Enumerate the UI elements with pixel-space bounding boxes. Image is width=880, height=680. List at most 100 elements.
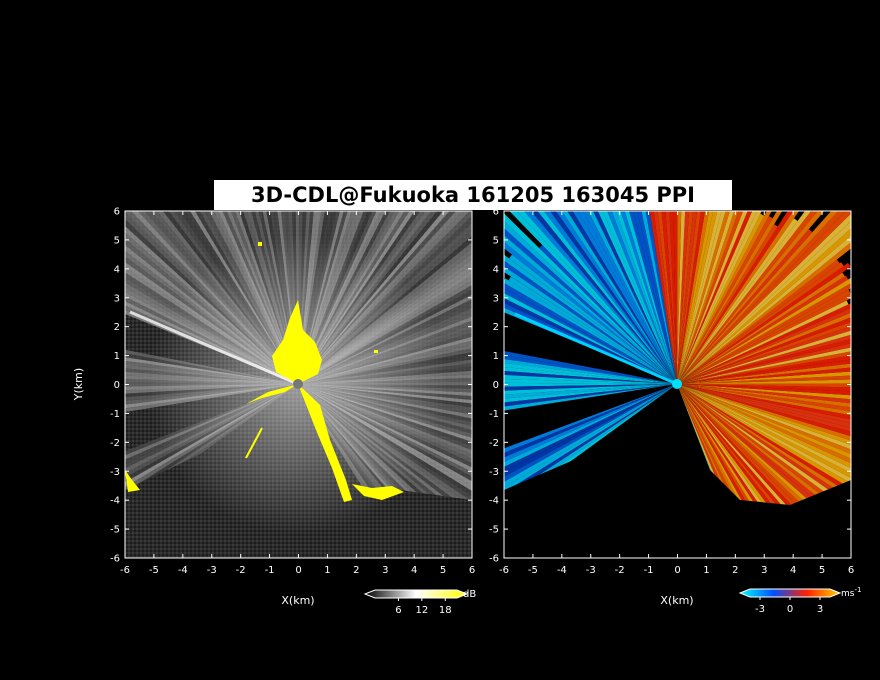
velocity-ray bbox=[677, 211, 851, 384]
velocity-unit-exp: -1 bbox=[854, 586, 861, 594]
reflectivity-panel: -6 -5 -4 -3 -2 -1 0 1 2 3 4 5 6 -6 -5 -4 -3 -2 -1 0 1 2 3 4 5 6 X… bbox=[72, 207, 475, 608]
y-tick-label: 0 bbox=[114, 380, 120, 391]
velocity-ray bbox=[504, 367, 677, 384]
velocity-ray bbox=[677, 384, 851, 512]
x-tick-label: 0 bbox=[674, 565, 680, 576]
velocity-ray bbox=[677, 300, 849, 384]
colorbar-tick-label: 12 bbox=[415, 605, 428, 616]
velocity-ray bbox=[633, 211, 677, 384]
velocity-ray bbox=[504, 382, 677, 387]
velocity-ray bbox=[677, 211, 846, 384]
y-tick-label: 6 bbox=[114, 207, 120, 218]
velocity-unit-base: ms bbox=[841, 589, 855, 599]
echo-blob-west bbox=[125, 470, 140, 492]
reflectivity-field bbox=[125, 211, 472, 558]
velocity-ray bbox=[504, 384, 677, 482]
echo-blob-southeast bbox=[352, 484, 404, 500]
velocity-ray bbox=[504, 384, 677, 453]
velocity-ray bbox=[677, 384, 851, 445]
velocity-ray bbox=[677, 384, 808, 558]
velocity-ray bbox=[677, 384, 851, 469]
colorbar-tick-label: 3 bbox=[817, 604, 823, 615]
velocity-ray bbox=[677, 211, 710, 384]
velocity-ray bbox=[616, 211, 677, 384]
velocity-ray bbox=[597, 211, 677, 384]
velocity-ray bbox=[504, 213, 677, 384]
velocity-ray bbox=[537, 211, 677, 384]
velocity-ray bbox=[577, 211, 677, 384]
y-tick-label: -5 bbox=[110, 525, 120, 536]
y-tick-label: -3 bbox=[489, 467, 499, 478]
velocity-ray bbox=[649, 211, 677, 384]
velocity-ray bbox=[504, 363, 677, 384]
x-tick-label: -5 bbox=[149, 565, 159, 576]
velocity-ray bbox=[677, 384, 851, 464]
velocity-ray bbox=[677, 384, 851, 428]
y-tick-label: -4 bbox=[110, 496, 120, 507]
reflectivity-ray bbox=[298, 211, 426, 384]
velocity-ray bbox=[677, 262, 844, 384]
y-tick-label: 3 bbox=[493, 293, 499, 304]
velocity-ray bbox=[677, 211, 706, 384]
velocity-ray bbox=[504, 220, 677, 384]
velocity-ray bbox=[677, 211, 783, 384]
velocity-ray bbox=[504, 293, 677, 384]
chart-title-text: 3D-CDL@Fukuoka 161205 163045 PPI EL=00.0 bbox=[251, 183, 695, 242]
reflectivity-ray bbox=[125, 232, 298, 384]
x-tick-label: 0 bbox=[295, 565, 301, 576]
x-tick-label: -2 bbox=[615, 565, 625, 576]
velocity-ray bbox=[677, 211, 718, 384]
velocity-ray bbox=[677, 375, 851, 384]
x-tick-label: 2 bbox=[353, 565, 359, 576]
y-tick-label: 1 bbox=[114, 351, 120, 362]
velocity-ray bbox=[677, 211, 739, 384]
velocity-ray bbox=[677, 384, 790, 558]
velocity-ray bbox=[677, 289, 851, 384]
y-tick-label: 2 bbox=[493, 322, 499, 333]
x-tick-label: -3 bbox=[207, 565, 217, 576]
velocity-ray bbox=[677, 384, 851, 506]
y-tick-label: -4 bbox=[489, 496, 499, 507]
y-tick-label: -1 bbox=[489, 409, 499, 420]
velocity-ray bbox=[677, 384, 851, 459]
velocity-ray bbox=[549, 211, 677, 384]
velocity-ray bbox=[677, 330, 851, 384]
velocity-ray bbox=[504, 384, 677, 411]
velocity-ray bbox=[677, 275, 849, 384]
velocity-colorbar-unit: ms-1 bbox=[841, 586, 861, 599]
velocity-ray bbox=[504, 384, 677, 391]
velocity-ray bbox=[504, 355, 677, 384]
velocity-ray bbox=[677, 384, 851, 500]
velocity-ray bbox=[677, 384, 851, 400]
velocity-ray bbox=[677, 211, 762, 384]
velocity-ray bbox=[677, 224, 778, 384]
velocity-ray bbox=[620, 211, 677, 384]
velocity-ray bbox=[677, 384, 851, 484]
x-tick-label: 5 bbox=[440, 565, 446, 576]
velocity-ray bbox=[677, 211, 825, 384]
velocity-ray bbox=[504, 278, 677, 384]
velocity-ray bbox=[677, 384, 851, 450]
y-tick-label: 2 bbox=[114, 322, 120, 333]
velocity-ray bbox=[677, 211, 800, 384]
velocity-ray bbox=[504, 384, 677, 395]
velocity-ray bbox=[661, 211, 677, 384]
velocity-ray bbox=[677, 229, 813, 384]
velocity-ray bbox=[677, 383, 851, 388]
velocity-ray bbox=[677, 211, 726, 384]
velocity-ray bbox=[677, 216, 773, 384]
colorbar-bar bbox=[738, 588, 842, 598]
velocity-ray bbox=[677, 211, 744, 384]
velocity-ray bbox=[665, 211, 677, 384]
high-reflectivity-echo bbox=[125, 242, 404, 502]
velocity-ray bbox=[677, 384, 851, 416]
velocity-ray bbox=[523, 211, 677, 384]
velocity-ray bbox=[504, 302, 677, 384]
velocity-ray bbox=[504, 370, 677, 384]
x-tick-label: 4 bbox=[790, 565, 796, 576]
velocity-ray bbox=[677, 272, 845, 384]
colorbar-bar bbox=[363, 589, 469, 599]
velocity-ray bbox=[677, 384, 851, 420]
velocity-ray bbox=[567, 211, 677, 384]
y-tick-label: 6 bbox=[493, 207, 499, 218]
